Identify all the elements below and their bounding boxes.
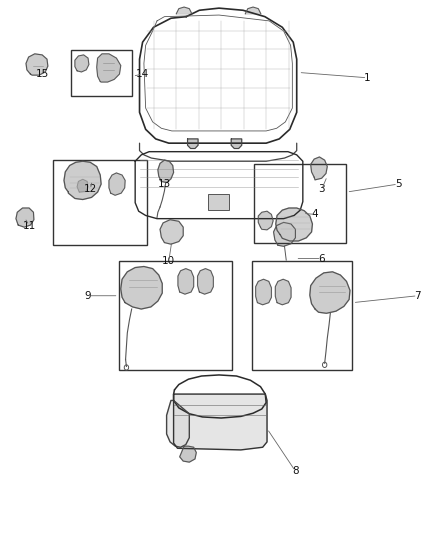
Polygon shape	[75, 55, 89, 72]
Text: 9: 9	[85, 290, 92, 301]
Text: 10: 10	[162, 256, 175, 266]
Polygon shape	[274, 222, 295, 246]
Polygon shape	[121, 266, 162, 309]
Polygon shape	[311, 157, 327, 180]
Bar	[252, 261, 352, 370]
Text: 1: 1	[364, 73, 371, 83]
Polygon shape	[187, 139, 198, 149]
Text: 12: 12	[84, 184, 97, 195]
Polygon shape	[26, 54, 48, 75]
Polygon shape	[276, 208, 312, 241]
Polygon shape	[158, 160, 173, 182]
Polygon shape	[310, 272, 350, 313]
Bar	[53, 160, 147, 245]
Polygon shape	[258, 211, 273, 230]
Polygon shape	[160, 220, 183, 244]
Polygon shape	[245, 7, 261, 14]
Text: 3: 3	[318, 184, 325, 195]
Polygon shape	[77, 179, 88, 192]
Bar	[208, 194, 230, 210]
Text: 13: 13	[158, 179, 171, 189]
Polygon shape	[97, 54, 121, 82]
Polygon shape	[176, 7, 192, 14]
Polygon shape	[109, 173, 125, 195]
Text: 11: 11	[22, 221, 36, 231]
Bar	[71, 50, 132, 96]
Polygon shape	[166, 400, 189, 447]
Polygon shape	[180, 446, 196, 462]
Bar	[254, 164, 346, 243]
Polygon shape	[256, 279, 272, 305]
Polygon shape	[64, 161, 101, 199]
Text: 5: 5	[395, 179, 401, 189]
Text: 6: 6	[318, 254, 325, 263]
Polygon shape	[198, 269, 213, 294]
Text: 15: 15	[35, 69, 49, 79]
Polygon shape	[231, 139, 242, 149]
Polygon shape	[276, 279, 291, 305]
Text: 4: 4	[312, 209, 318, 220]
Text: 14: 14	[136, 69, 149, 79]
Bar	[119, 261, 232, 370]
Text: 7: 7	[414, 290, 421, 301]
Polygon shape	[173, 394, 267, 450]
Text: 8: 8	[292, 466, 299, 476]
Polygon shape	[178, 269, 194, 294]
Polygon shape	[16, 208, 34, 227]
